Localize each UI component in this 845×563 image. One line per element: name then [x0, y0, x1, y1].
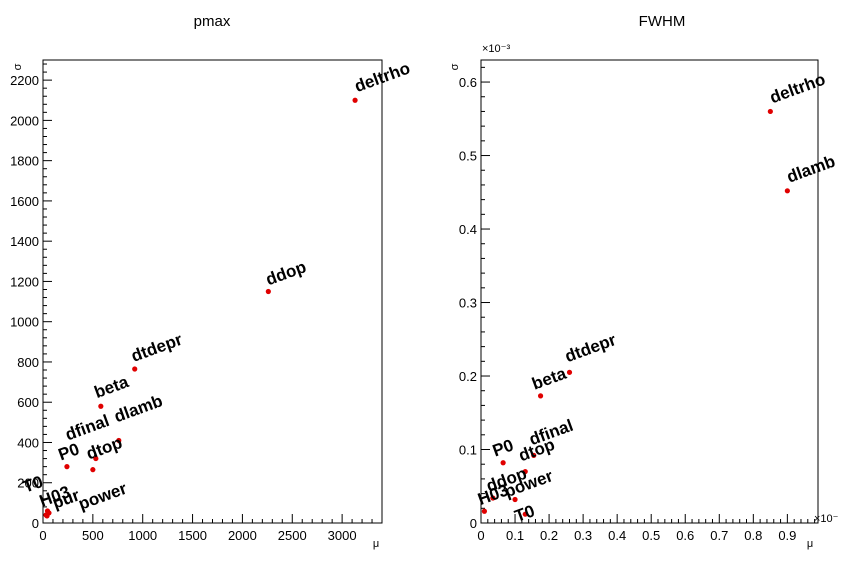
y-tick-label: 0 — [470, 516, 477, 531]
data-point-ddop — [490, 495, 496, 501]
y-tick-label: 1600 — [10, 194, 39, 209]
data-point-dlamb — [784, 188, 790, 194]
y-tick-label: 1200 — [10, 274, 39, 289]
y-tick-label: 0.2 — [459, 369, 477, 384]
point-label-P0: P0 — [490, 436, 516, 461]
x-tick-label: 0.6 — [676, 528, 694, 543]
y-tick-label: 0.3 — [459, 296, 477, 311]
data-point-P0 — [64, 464, 70, 470]
x-tick-label: 0 — [39, 528, 46, 543]
data-point-H03 — [481, 508, 488, 514]
x-tick-label: 1000 — [128, 528, 157, 543]
chart-title: pmax — [194, 13, 231, 30]
plot-frame — [480, 59, 819, 524]
point-label-beta: beta — [92, 372, 132, 402]
x-tick-label: 0.5 — [642, 528, 660, 543]
data-point-dtop — [522, 468, 528, 475]
chart-panel-2: FWHM 0 0.1 0.2 0.3 0.4 0.5 0.6 0.7 0.8 0.9 0 0.1 0.2 0… — [449, 13, 839, 550]
y-tick-label: 2000 — [10, 113, 39, 128]
y-axis-label: σ — [12, 63, 24, 70]
y-tick-label: 0.4 — [459, 222, 477, 237]
chart-title: FWHM — [639, 13, 686, 30]
y-tick-label: 0.6 — [459, 75, 477, 90]
point-label-T0: T0 — [512, 501, 537, 526]
point-label-dtop: dtop — [84, 433, 125, 463]
x-tick-label: 1500 — [178, 528, 207, 543]
y-tick-label: 600 — [17, 395, 39, 410]
point-label-dlamb: dlamb — [112, 391, 166, 426]
point-label-ddop: ddop — [263, 257, 309, 289]
point-label-deltrho: deltrho — [767, 70, 828, 108]
data-point-dfinal — [531, 452, 537, 458]
x-axis-label: μ — [807, 538, 813, 550]
x-tick-label: 500 — [82, 528, 104, 543]
data-point-deltrho — [767, 108, 773, 115]
x-tick-label: 0.1 — [506, 528, 524, 543]
data-point-beta — [98, 403, 104, 409]
point-label-power: power — [76, 479, 130, 514]
x-tick-label: 3000 — [328, 528, 357, 543]
x-tick-label: 0.7 — [710, 528, 728, 543]
point-label-P0: P0 — [56, 439, 82, 464]
x-axis-label: μ — [373, 538, 379, 550]
data-point-dtdepr — [566, 369, 573, 375]
chart-panel-1: pmax 0 500 1000 1500 2000 2500 3000 0 200 400 600 80… — [10, 13, 413, 550]
y-tick-label: 800 — [17, 355, 39, 370]
point-label-dtdepr: dtdepr — [562, 330, 619, 366]
y-tick-label: 1800 — [10, 154, 39, 169]
data-point-P0 — [500, 460, 506, 466]
y-tick-label: 0 — [32, 516, 39, 531]
x-multiplier: ×10⁻ — [814, 513, 839, 525]
x-tick-label: 0.2 — [540, 528, 558, 543]
data-point-dtdepr — [132, 366, 138, 372]
x-tick-label: 0.4 — [608, 528, 626, 543]
data-point-beta — [537, 393, 544, 399]
data-point-power — [44, 513, 50, 519]
y-tick-label: 0.1 — [459, 443, 477, 458]
y-axis-label: σ — [449, 63, 461, 70]
point-label-dtdepr: dtdepr — [129, 330, 186, 366]
y-tick-label: 200 — [17, 476, 39, 491]
x-tick-label: 2000 — [228, 528, 257, 543]
data-point-T0 — [522, 511, 528, 517]
data-point-power — [512, 496, 518, 503]
y-tick-label: 0.5 — [459, 149, 477, 164]
y-tick-label: 400 — [17, 435, 39, 450]
data-point-dtop — [90, 467, 96, 473]
x-tick-label: 2500 — [278, 528, 307, 543]
data-point-dlamb — [116, 437, 122, 444]
point-label-beta: beta — [529, 364, 569, 394]
x-tick-label: 0.9 — [778, 528, 796, 543]
data-point-ddop — [265, 288, 271, 295]
point-label-dtop: dtop — [516, 435, 557, 465]
x-tick-label: 0 — [477, 528, 484, 543]
data-point-dfinal — [93, 455, 99, 462]
y-multiplier: ×10⁻³ — [482, 43, 510, 55]
y-tick-label: 1400 — [10, 234, 39, 249]
y-tick-label: 1000 — [10, 315, 39, 330]
point-label-dlamb: dlamb — [784, 152, 838, 187]
x-tick-label: 0.8 — [744, 528, 762, 543]
y-tick-label: 2200 — [10, 73, 39, 88]
data-point-deltrho — [352, 97, 358, 103]
x-tick-label: 0.3 — [574, 528, 592, 543]
